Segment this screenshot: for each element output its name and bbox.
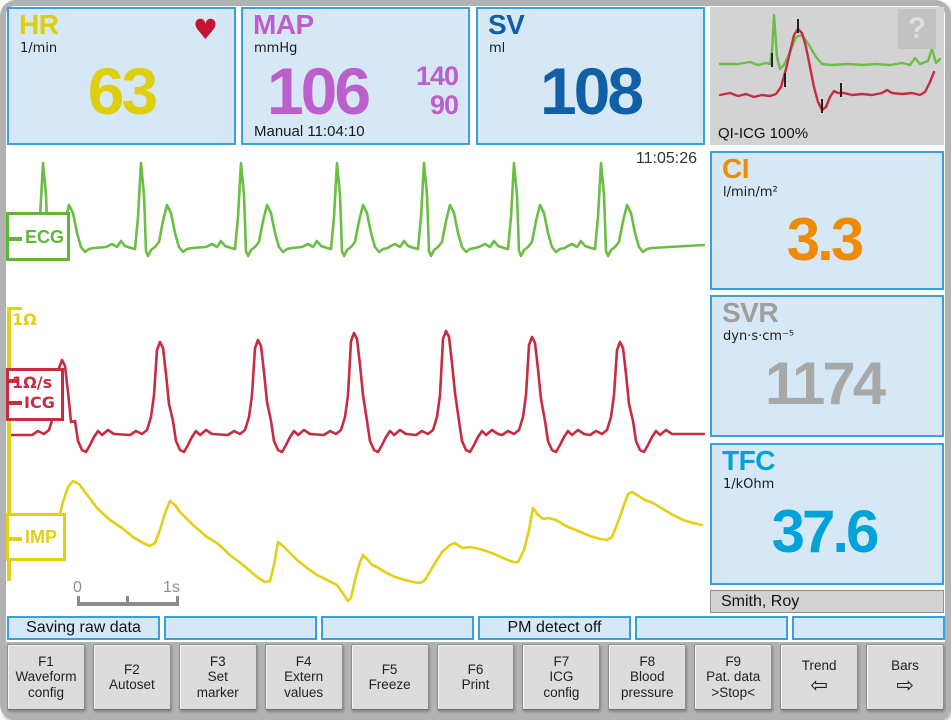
arrow-left-icon: ⇦: [810, 672, 828, 697]
tfc-tile[interactable]: TFC 1/kOhm 37.6: [710, 443, 944, 585]
icg-scale-dash: [9, 379, 18, 383]
svr-unit: dyn·s·cm⁻⁵: [723, 329, 795, 344]
status-field-3: [321, 616, 474, 640]
sv-value: 108: [539, 54, 644, 128]
svr-label: SVR: [722, 297, 779, 328]
map-value: 106: [266, 54, 371, 128]
tfc-unit: 1/kOhm: [723, 477, 775, 492]
ecg-trace: [7, 161, 705, 258]
ecg-baseline-dash: [9, 237, 22, 241]
map-diastolic: 90: [429, 90, 459, 120]
status-field-6: [792, 616, 945, 640]
status-field-2: [164, 616, 317, 640]
status-bar: Saving raw data PM detect off: [7, 616, 945, 640]
fkey-f9-pat-data-stop[interactable]: F9 Pat. data >Stop<: [694, 644, 773, 710]
fkey-f5-freeze[interactable]: F5 Freeze: [350, 644, 429, 710]
status-field-1: Saving raw data: [7, 616, 160, 640]
imp-channel-label[interactable]: IMP: [6, 513, 66, 561]
ci-value: 3.3: [786, 206, 864, 273]
status-field-4: PM detect off: [478, 616, 631, 640]
status-field-5: [635, 616, 788, 640]
sv-tile[interactable]: SV ml 108: [476, 7, 705, 145]
waveform-traces: [7, 161, 705, 603]
svr-value: 1174: [764, 350, 886, 417]
fkey-f2-autoset[interactable]: F2 Autoset: [92, 644, 171, 710]
waveform-panel: 11:05:26 1Ω ECG 1Ω/s ICG IMP 0: [6, 149, 705, 613]
imp-label-text: IMP: [25, 527, 58, 547]
heart-icon: ♥: [192, 13, 218, 46]
impedance-scale-tick: [7, 307, 22, 310]
ci-label: CI: [722, 153, 750, 184]
preview-marker-ticks: [771, 19, 842, 113]
hr-label: HR: [19, 9, 59, 40]
bars-button[interactable]: Bars ⇨: [866, 644, 944, 710]
waveform-timestamp: 11:05:26: [635, 150, 697, 167]
patient-name: Smith, Roy: [710, 590, 944, 613]
svr-tile[interactable]: SVR dyn·s·cm⁻⁵ 1174: [710, 295, 944, 437]
fkey-f3-set-marker[interactable]: F3 Set marker: [178, 644, 257, 710]
impedance-scale-label: 1Ω: [12, 310, 37, 329]
fkey-f1-waveform-config[interactable]: F1 Waveform config: [7, 644, 85, 710]
fkey-f4-extern-values[interactable]: F4 Extern values: [264, 644, 343, 710]
ruler-tick: [126, 596, 129, 606]
sv-label: SV: [488, 9, 525, 40]
fkey-f6-print[interactable]: F6 Print: [436, 644, 515, 710]
ecg-channel-label[interactable]: ECG: [6, 212, 70, 261]
hr-unit: 1/min: [20, 41, 58, 56]
tfc-label: TFC: [722, 445, 775, 476]
arrow-right-icon: ⇨: [896, 672, 914, 697]
ci-unit: l/min/m²: [723, 185, 778, 200]
icg-baseline-dash: [9, 401, 22, 405]
preview-icg-trace: [718, 27, 936, 112]
imp-baseline-dash: [9, 537, 22, 541]
tfc-value: 37.6: [771, 498, 880, 565]
imp-trace: [48, 479, 704, 603]
hr-tile[interactable]: HR 1/min ♥ 63: [7, 7, 236, 145]
map-measure-note: Manual 11:04:10: [254, 123, 365, 140]
icg-label-text: ICG: [24, 393, 55, 412]
map-systolic: 140: [415, 61, 459, 91]
ruler-tick: [77, 596, 80, 606]
trend-button[interactable]: Trend ⇦: [780, 644, 859, 710]
icg-scale-text: 1Ω/s: [12, 373, 53, 392]
preview-waveforms: [718, 13, 942, 113]
help-button[interactable]: ?: [898, 9, 936, 49]
ruler-start-label: 0: [73, 579, 82, 596]
map-tile[interactable]: MAP mmHg 106 140 90 Manual 11:04:10: [241, 7, 470, 145]
fkey-f7-icg-config[interactable]: F7 ICG config: [522, 644, 601, 710]
map-unit: mmHg: [254, 41, 298, 56]
fkey-f8-blood-pressure[interactable]: F8 Blood pressure: [608, 644, 687, 710]
sv-unit: ml: [489, 41, 506, 56]
ecg-label-text: ECG: [25, 227, 65, 247]
icg-trace: [7, 329, 705, 454]
hr-value: 63: [87, 54, 158, 128]
impedance-scale-bar: [7, 307, 11, 581]
function-key-bar: F1 Waveform config F2 Autoset F3 Set marker F…: [7, 644, 944, 710]
icg-channel-label[interactable]: 1Ω/s ICG: [6, 368, 64, 421]
signal-quality-label: QI-ICG 100%: [718, 125, 809, 142]
signal-preview-panel: ? QI-ICG 100%: [710, 7, 944, 145]
ruler-tick: [176, 596, 179, 606]
preview-ecg-trace: [718, 13, 942, 71]
ruler-end-label: 1s: [163, 579, 180, 596]
map-label: MAP: [253, 9, 314, 40]
ci-tile[interactable]: CI l/min/m² 3.3: [710, 151, 944, 290]
